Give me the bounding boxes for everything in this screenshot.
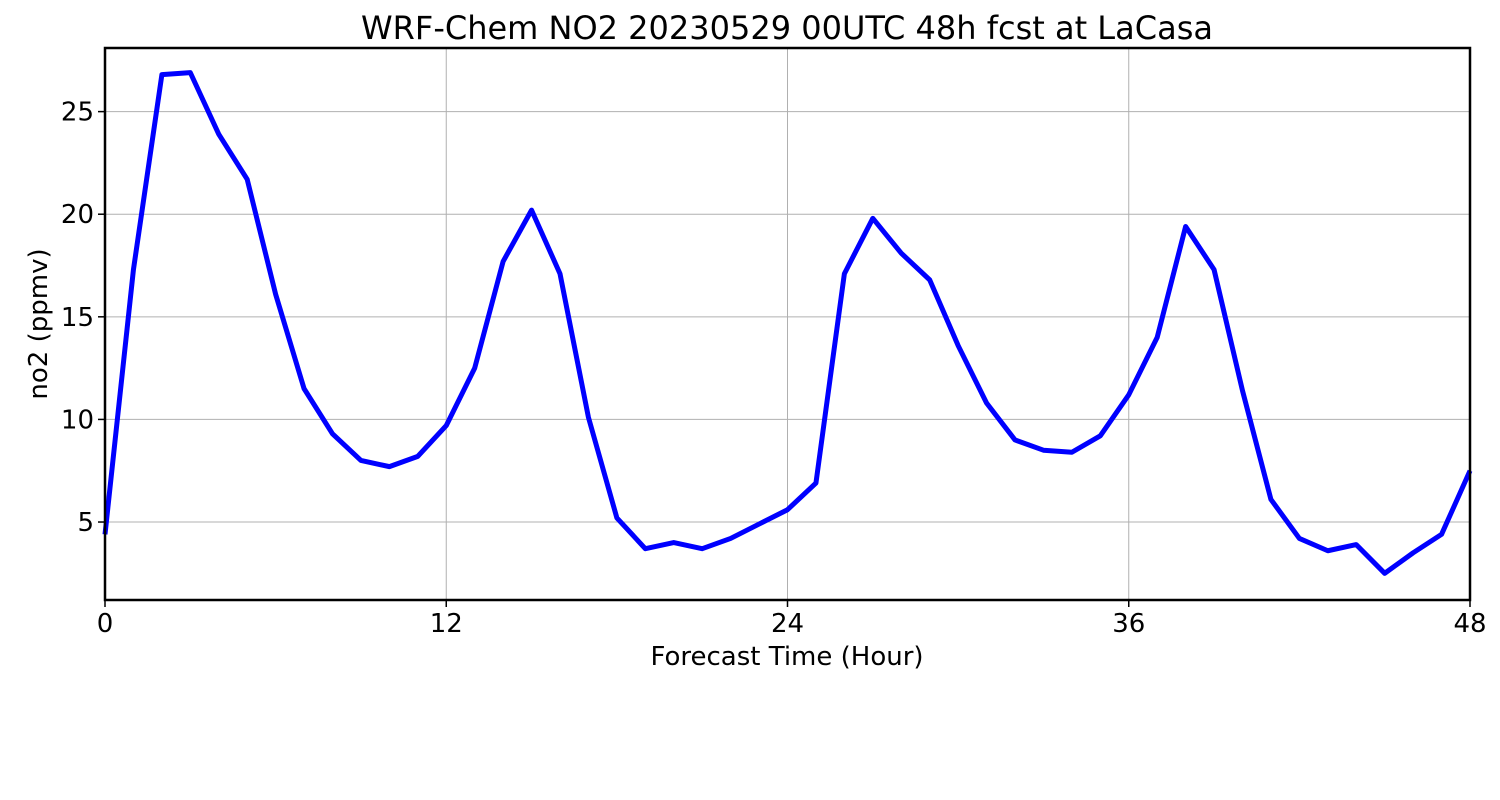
y-tick-label: 25 bbox=[61, 98, 94, 128]
no2-series-line bbox=[102, 70, 1473, 576]
y-tick-label: 5 bbox=[77, 508, 94, 538]
x-tick-label: 36 bbox=[1112, 609, 1145, 639]
x-tick-label: 48 bbox=[1453, 609, 1486, 639]
y-tick-label: 10 bbox=[61, 405, 94, 435]
x-axis-label: Forecast Time (Hour) bbox=[650, 642, 923, 672]
grid-lines bbox=[104, 48, 1471, 600]
y-tick-label: 20 bbox=[61, 200, 94, 230]
series-layer bbox=[102, 70, 1473, 576]
y-axis-label: no2 (ppmv) bbox=[24, 248, 54, 399]
x-tick-label: 12 bbox=[430, 609, 463, 639]
chart-title: WRF-Chem NO2 20230529 00UTC 48h fcst at … bbox=[361, 9, 1213, 47]
x-tick-label: 0 bbox=[97, 609, 114, 639]
axis-ticks: 0 12 24 36 48 5 10 15 20 25 bbox=[61, 98, 1487, 639]
y-tick-label: 15 bbox=[61, 303, 94, 333]
x-tick-label: 24 bbox=[771, 609, 804, 639]
